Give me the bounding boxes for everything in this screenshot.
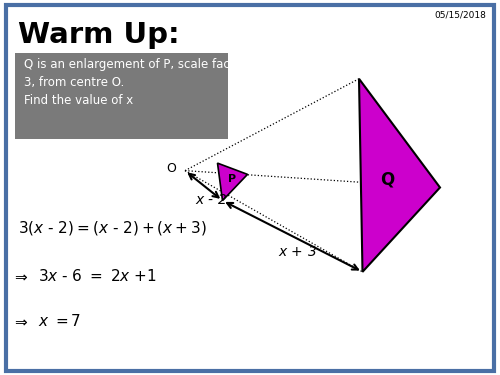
FancyBboxPatch shape <box>6 4 494 370</box>
Text: $x$ $=7$: $x$ $=7$ <box>38 313 81 329</box>
Text: O: O <box>166 162 176 175</box>
Text: Q is an enlargement of P, scale factor
3, from centre O.
Find the value of x: Q is an enlargement of P, scale factor 3… <box>24 58 246 107</box>
Text: $x$ - 2: $x$ - 2 <box>195 193 228 207</box>
Text: Q: Q <box>380 170 394 188</box>
Polygon shape <box>218 163 248 201</box>
Text: $3x$ - $6$ $=$ $2x$ $+1$: $3x$ - $6$ $=$ $2x$ $+1$ <box>38 268 156 284</box>
Text: 05/15/2018: 05/15/2018 <box>434 10 486 20</box>
FancyBboxPatch shape <box>15 53 228 139</box>
Text: $\Rightarrow$: $\Rightarrow$ <box>12 268 29 283</box>
Text: $\Rightarrow$: $\Rightarrow$ <box>12 313 29 328</box>
Text: $3(x$ - $2) =(x$ - $2) + (x+3)$: $3(x$ - $2) =(x$ - $2) + (x+3)$ <box>18 219 206 237</box>
Polygon shape <box>359 79 440 272</box>
Text: $x$ + 3: $x$ + 3 <box>278 245 317 259</box>
Text: Warm Up:: Warm Up: <box>18 21 179 49</box>
Text: P: P <box>228 174 235 184</box>
